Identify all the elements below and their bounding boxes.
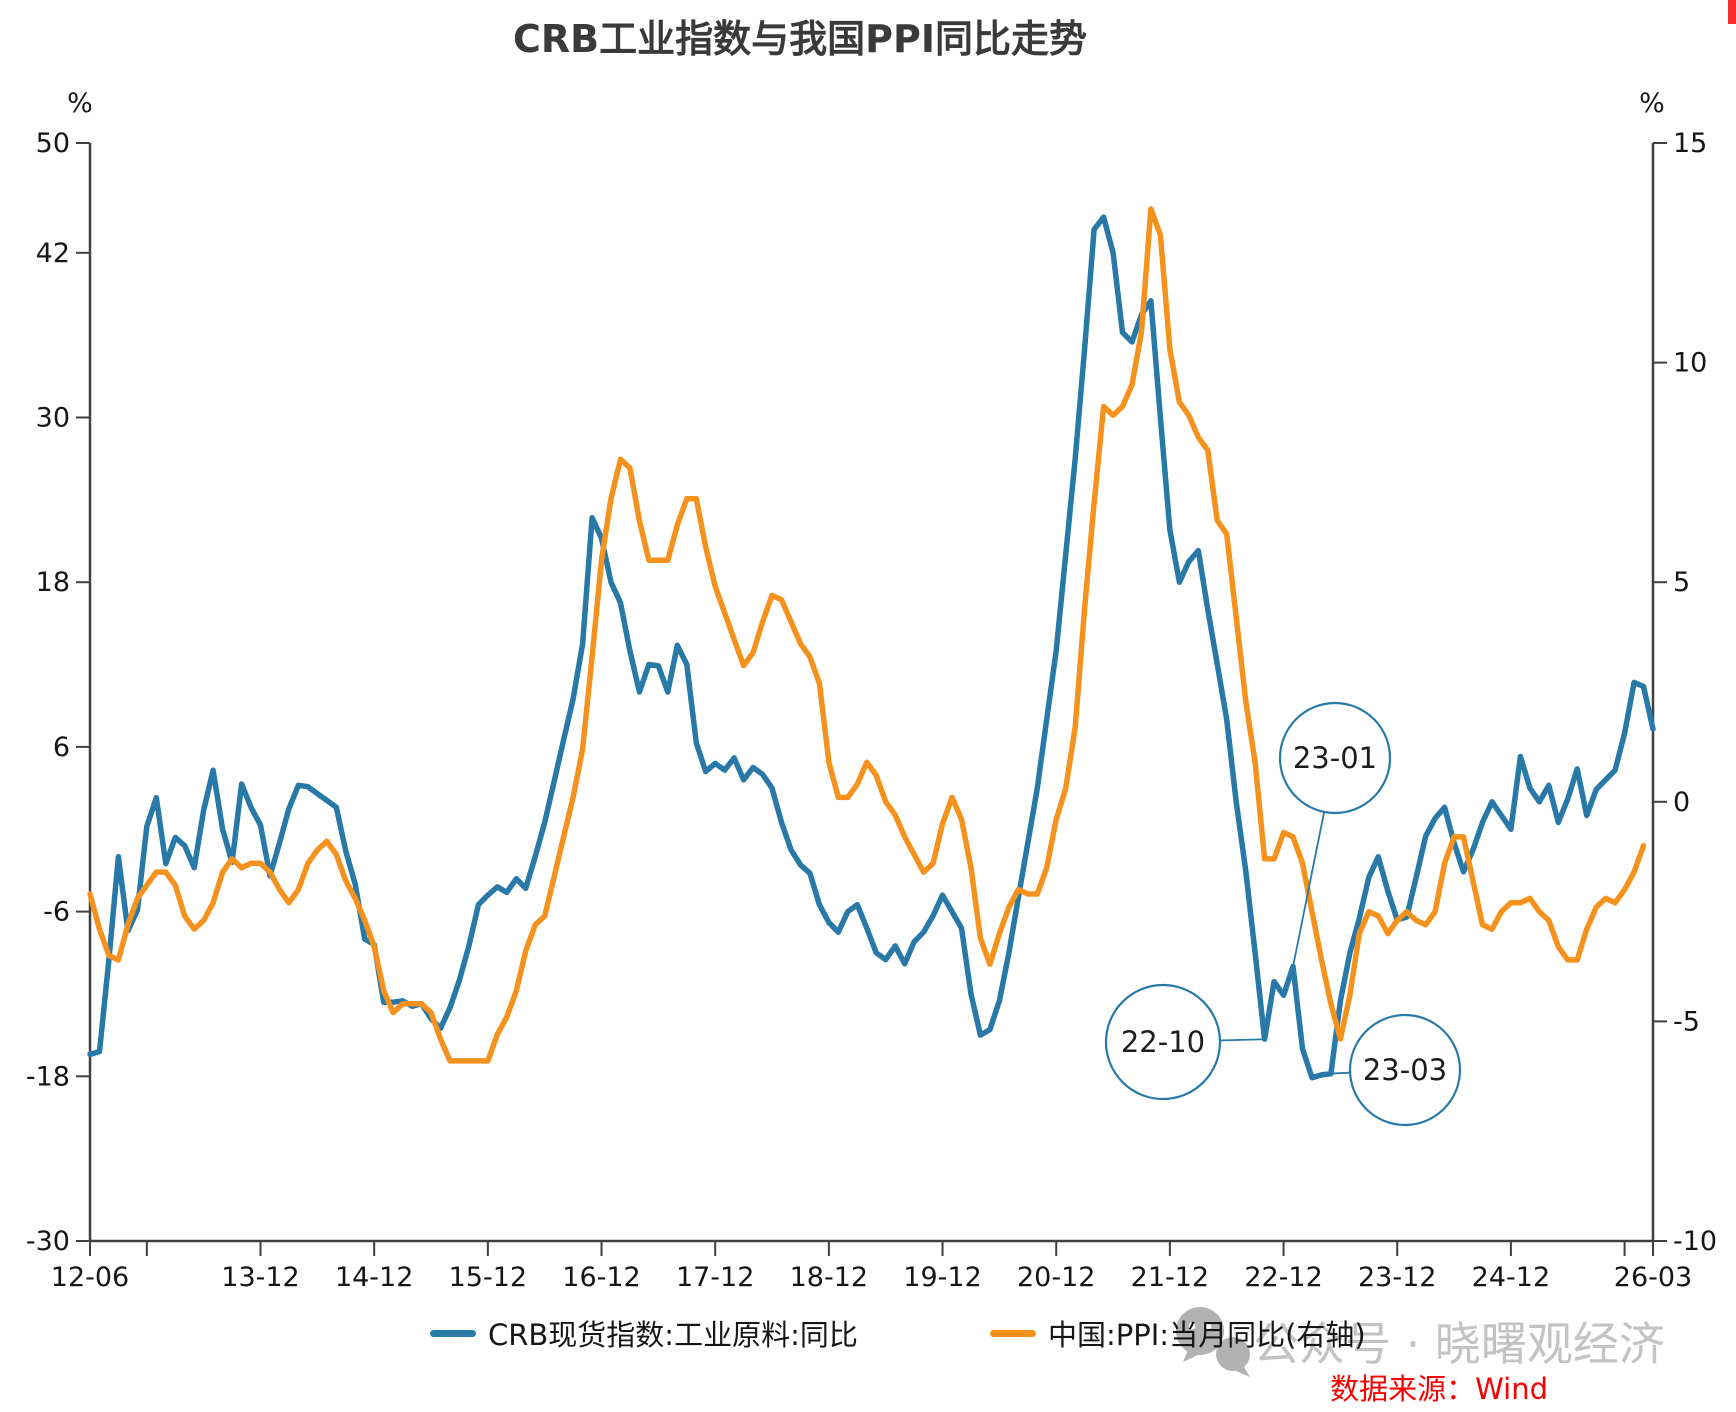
x-tick-label: 23-12 xyxy=(1358,1262,1436,1293)
wechat-icon xyxy=(1176,1307,1250,1377)
annotation-label: 23-01 xyxy=(1293,741,1377,775)
x-tick-label: 18-12 xyxy=(790,1262,868,1293)
left-tick-label: -6 xyxy=(43,897,70,928)
ppi-series-line xyxy=(87,206,1647,1064)
x-tick-label: 17-12 xyxy=(676,1262,754,1293)
annotation-circle xyxy=(1348,1013,1462,1127)
right-axis-ticks: 15 10 5 0 -5 -10 xyxy=(1653,128,1717,1257)
left-axis-ticks: 50 42 30 18 6 -6 -18 -30 xyxy=(26,128,90,1257)
legend: CRB现货指数:工业原料:同比 中国:PPI:当月同比(右轴) xyxy=(430,1318,1366,1352)
left-tick-label: 6 xyxy=(53,732,70,763)
x-tick-label: 21-12 xyxy=(1131,1262,1209,1293)
ppi-legend-swatch xyxy=(990,1330,1036,1337)
annotation-circle xyxy=(1278,701,1392,815)
series-lines xyxy=(87,206,1656,1081)
x-tick-label: 13-12 xyxy=(221,1262,299,1293)
annotation-callouts: 22-10 23-01 23-03 xyxy=(1104,701,1462,1127)
left-tick-label: 18 xyxy=(36,567,70,598)
x-tick-label: 26-03 xyxy=(1614,1262,1692,1293)
right-axis-unit: % xyxy=(1639,88,1665,119)
x-tick-label: 15-12 xyxy=(449,1262,527,1293)
data-source-note: 数据来源：Wind xyxy=(1330,1372,1548,1406)
x-tick-label: 16-12 xyxy=(562,1262,640,1293)
x-tick-label: 19-12 xyxy=(903,1262,981,1293)
ppi-legend-label: 中国:PPI:当月同比(右轴) xyxy=(1048,1318,1366,1352)
left-tick-label: 50 xyxy=(36,128,70,159)
right-tick-label: -5 xyxy=(1673,1006,1700,1037)
left-tick-label: -18 xyxy=(26,1061,70,1092)
corner-marker xyxy=(1728,0,1736,24)
crb-legend-swatch xyxy=(430,1330,476,1337)
x-tick-label: 12-06 xyxy=(51,1262,129,1293)
right-tick-label: 5 xyxy=(1673,567,1690,598)
right-tick-label: -10 xyxy=(1673,1226,1717,1257)
annotation-label: 22-10 xyxy=(1121,1025,1205,1059)
x-tick-label: 14-12 xyxy=(335,1262,413,1293)
left-tick-label: 30 xyxy=(36,403,70,434)
chart-title: CRB工业指数与我国PPI同比走势 xyxy=(513,17,1087,61)
axes xyxy=(88,143,1655,1243)
x-tick-label: 20-12 xyxy=(1017,1262,1095,1293)
annotation-circle xyxy=(1104,983,1222,1101)
left-tick-label: -30 xyxy=(26,1226,70,1257)
annotation-label: 23-03 xyxy=(1363,1053,1447,1087)
watermark: 公众号 · 晓曙观经济 xyxy=(1176,1307,1665,1377)
x-tick-label: 22-12 xyxy=(1244,1262,1322,1293)
crb-series-line xyxy=(87,214,1656,1081)
left-axis-unit: % xyxy=(67,88,93,119)
left-tick-label: 42 xyxy=(36,238,70,269)
right-tick-label: 15 xyxy=(1673,128,1707,159)
crb-legend-label: CRB现货指数:工业原料:同比 xyxy=(488,1318,858,1352)
x-tick-label: 24-12 xyxy=(1472,1262,1550,1293)
right-tick-label: 0 xyxy=(1673,787,1690,818)
right-tick-label: 10 xyxy=(1673,348,1707,379)
watermark-text: 公众号 · 晓曙观经济 xyxy=(1253,1317,1665,1371)
x-axis-ticks: 12-06 13-12 14-12 15-12 16-12 17-12 18-12 19-12… xyxy=(51,1241,1692,1293)
